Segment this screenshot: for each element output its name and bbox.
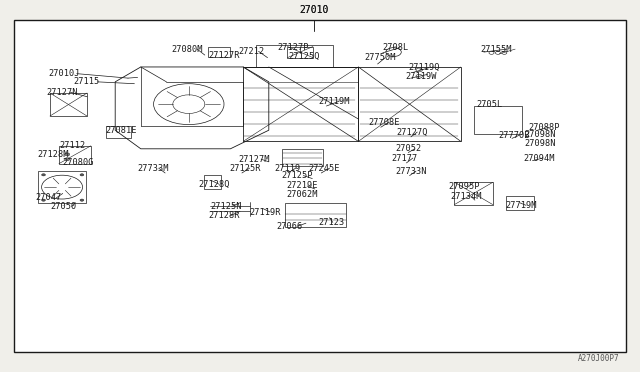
- Text: 27010: 27010: [299, 6, 328, 15]
- Text: 27733N: 27733N: [396, 167, 427, 176]
- Text: 27095P: 27095P: [448, 182, 479, 191]
- Bar: [282, 149, 323, 166]
- Bar: [38, 171, 86, 203]
- Text: 27066: 27066: [276, 222, 303, 231]
- Text: 27177: 27177: [392, 154, 418, 163]
- Text: 27125Q: 27125Q: [288, 52, 319, 61]
- Text: 27245E: 27245E: [308, 164, 340, 173]
- Text: 27128M: 27128M: [37, 150, 68, 159]
- Text: 27127R: 27127R: [209, 51, 240, 60]
- Text: 2708L: 2708L: [383, 43, 409, 52]
- Text: 27119Q: 27119Q: [408, 63, 440, 72]
- Text: 27125N: 27125N: [210, 202, 241, 211]
- Bar: [14, 20, 626, 352]
- Text: 27010: 27010: [299, 6, 328, 15]
- Text: 27098N: 27098N: [525, 139, 556, 148]
- Circle shape: [65, 153, 70, 156]
- Bar: [287, 46, 313, 58]
- Text: 27719M: 27719M: [506, 201, 537, 210]
- Bar: [243, 67, 358, 141]
- Text: 27125R: 27125R: [229, 164, 260, 173]
- Text: 27119M: 27119M: [319, 97, 350, 106]
- Text: 27708E: 27708E: [368, 118, 399, 126]
- Text: 27127P: 27127P: [278, 43, 309, 52]
- Bar: [256, 45, 333, 67]
- Text: 27128R: 27128R: [208, 211, 239, 220]
- Bar: [454, 182, 493, 205]
- Text: 2705L: 2705L: [476, 100, 502, 109]
- Bar: [204, 175, 221, 189]
- Text: 27219E: 27219E: [287, 182, 318, 190]
- Text: 27010J: 27010J: [48, 69, 79, 78]
- Text: 27119W: 27119W: [406, 72, 437, 81]
- Text: 27134M: 27134M: [451, 192, 482, 201]
- Bar: [59, 146, 91, 164]
- Text: 27080G: 27080G: [63, 158, 94, 167]
- Text: 27094M: 27094M: [524, 154, 555, 163]
- Text: 27098N: 27098N: [525, 130, 556, 139]
- Text: 27123: 27123: [319, 218, 345, 227]
- Text: 27119: 27119: [274, 164, 300, 173]
- Text: 27088P: 27088P: [528, 123, 559, 132]
- Bar: [358, 67, 461, 141]
- Text: 27081E: 27081E: [106, 126, 137, 135]
- Text: 27115: 27115: [74, 77, 100, 86]
- Text: 27127M: 27127M: [238, 155, 269, 164]
- Text: 27127N: 27127N: [46, 88, 77, 97]
- Text: 27128Q: 27128Q: [198, 180, 230, 189]
- Bar: [474, 106, 522, 134]
- Text: 27080M: 27080M: [172, 45, 203, 54]
- Text: 27050: 27050: [50, 202, 76, 211]
- Bar: [285, 203, 346, 227]
- Text: 27062M: 27062M: [287, 190, 318, 199]
- Text: 27127Q: 27127Q: [397, 128, 428, 137]
- Bar: [50, 93, 87, 116]
- Text: 27047: 27047: [35, 193, 61, 202]
- Text: 27155M: 27155M: [480, 45, 511, 54]
- Text: 27052: 27052: [396, 144, 422, 153]
- Bar: [506, 196, 534, 210]
- Text: 27125P: 27125P: [282, 171, 313, 180]
- Bar: [208, 47, 230, 57]
- Circle shape: [42, 199, 45, 201]
- Circle shape: [42, 174, 45, 176]
- Bar: [106, 126, 131, 138]
- Text: 27770B: 27770B: [498, 131, 529, 140]
- Text: A270J00P7: A270J00P7: [578, 354, 620, 363]
- Circle shape: [65, 158, 70, 161]
- Text: 27112: 27112: [59, 141, 85, 150]
- Text: 27212: 27212: [239, 47, 265, 56]
- Circle shape: [80, 174, 84, 176]
- Text: 27750M: 27750M: [365, 53, 396, 62]
- Text: 27733M: 27733M: [138, 164, 169, 173]
- Circle shape: [80, 199, 84, 201]
- Text: 27119R: 27119R: [250, 208, 281, 217]
